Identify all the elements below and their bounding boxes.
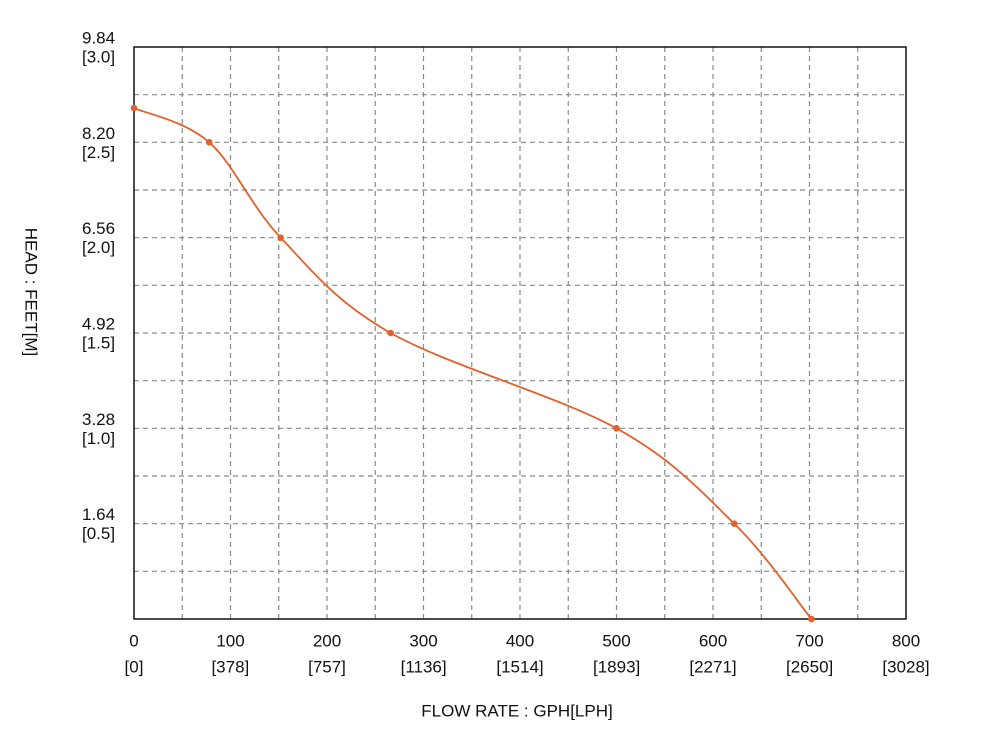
x-tick-label: 0	[129, 631, 138, 650]
y-tick-label: 8.20	[82, 124, 115, 143]
x-tick-label: 400	[506, 631, 534, 650]
x-tick-label: 100	[216, 631, 244, 650]
y-tick-label: 6.56	[82, 219, 115, 238]
y2-tick-label: [3.0]	[82, 47, 115, 66]
y2-tick-label: [2.0]	[82, 238, 115, 257]
y2-tick-label: [2.5]	[82, 143, 115, 162]
y-tick-label: 9.84	[82, 28, 115, 47]
point	[613, 425, 620, 432]
plot-frame	[133, 46, 907, 620]
x2-tick-label: [2271]	[689, 657, 736, 676]
x2-tick-label: [1893]	[593, 657, 640, 676]
y-tick-label: 4.92	[82, 314, 115, 333]
x-tick-label: 300	[409, 631, 437, 650]
y2-tick-label: [0.5]	[82, 524, 115, 543]
x2-tick-label: [757]	[308, 657, 346, 676]
x2-tick-label: [1136]	[401, 657, 447, 676]
y-axis-label: HEAD : FEET[M]	[22, 228, 41, 356]
x2-tick-label: [0]	[125, 657, 144, 676]
y-tick-label: 3.28	[82, 410, 115, 429]
point	[205, 139, 213, 146]
x-tick-label: 800	[892, 631, 920, 650]
y2-tick-label: [1.5]	[82, 333, 115, 352]
x2-tick-label: [378]	[211, 657, 249, 676]
point	[277, 234, 284, 241]
x2-tick-label: [2650]	[786, 657, 833, 676]
x2-tick-label: [1514]	[496, 657, 543, 676]
x-tick-label: 700	[795, 631, 823, 650]
x-axis-label: FLOW RATE : GPH[LPH]	[421, 701, 612, 720]
x-tick-label: 500	[602, 631, 630, 650]
x-tick-label: 200	[313, 631, 341, 650]
y-tick-label: 1.64	[82, 505, 115, 524]
point	[130, 104, 138, 112]
point	[387, 329, 394, 337]
curve	[133, 107, 813, 620]
point	[808, 615, 815, 623]
y2-tick-label: [1.0]	[82, 429, 115, 448]
x-tick-label: 600	[699, 631, 727, 650]
x2-tick-label: [3028]	[882, 657, 929, 676]
point	[730, 520, 738, 527]
